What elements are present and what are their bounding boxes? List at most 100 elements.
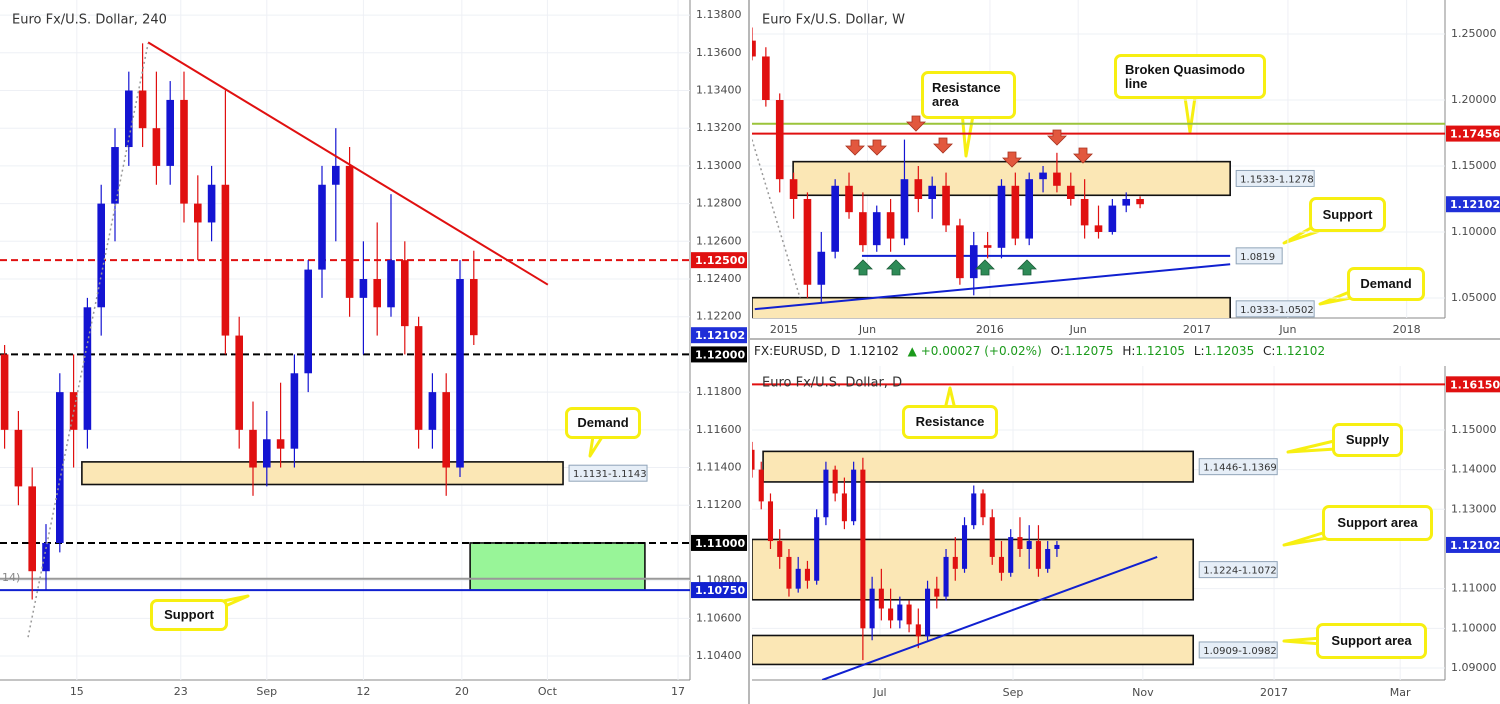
y-tick-label: 1.15000	[1451, 159, 1497, 172]
level-tag-box	[1235, 247, 1283, 265]
candle-body	[980, 493, 986, 518]
y-tick-label: 1.13000	[696, 159, 742, 172]
y-tick-label: 1.20000	[1451, 93, 1497, 106]
x-tick-label: 2018	[1393, 323, 1421, 336]
candle-body	[373, 279, 381, 308]
candle-body	[762, 56, 770, 101]
x-tick-label: 2015	[770, 323, 798, 336]
last-price-box	[1446, 196, 1500, 213]
y-tick-label: 1.10000	[1451, 225, 1497, 238]
candle-body	[1039, 172, 1047, 180]
candle-body	[900, 179, 909, 239]
level-price-label: 1.10750	[695, 584, 745, 597]
up-arrow	[975, 259, 995, 276]
x-tick-label: Nov	[1132, 686, 1154, 699]
last-price-box	[691, 327, 747, 344]
candle-body	[897, 604, 903, 621]
candle-body	[1045, 548, 1051, 569]
candle-body	[859, 212, 867, 246]
candle-body	[276, 439, 285, 449]
candle-body	[304, 269, 312, 374]
y-tick-label: 1.11800	[696, 385, 742, 398]
callout: Support area	[1322, 505, 1433, 541]
candle-body	[442, 392, 450, 468]
last-price-label: 1.12102	[695, 329, 745, 342]
down-arrow	[906, 115, 926, 132]
candle-body	[767, 501, 774, 542]
candle-body	[166, 99, 174, 166]
y-tick-label: 1.11200	[696, 498, 742, 511]
plot-area	[0, 0, 690, 680]
low: 1.12035	[1204, 344, 1255, 358]
down-arrow	[1002, 151, 1022, 168]
candle-body	[878, 588, 884, 609]
candle-body	[1025, 179, 1034, 239]
trendline	[27, 43, 149, 638]
chart-title: Euro Fx/U.S. Dollar, D	[762, 376, 902, 391]
zone-tag-box	[1235, 300, 1315, 318]
candle-body	[758, 469, 764, 502]
last-price: 1.12102	[849, 344, 899, 358]
y-tick-label: 1.13000	[1451, 502, 1497, 515]
candle-body	[1053, 172, 1061, 186]
candle-body	[1066, 185, 1075, 199]
y-tick-label: 1.11000	[1451, 582, 1497, 595]
zone-tag-box	[1235, 169, 1315, 187]
candle-body	[775, 100, 784, 180]
candle-body	[888, 608, 894, 621]
down-arrow	[933, 137, 953, 154]
trendline	[754, 263, 1231, 311]
level-price-label: 1.12000	[695, 348, 745, 361]
candle-body	[14, 429, 23, 487]
candle-body	[971, 493, 977, 526]
up-arrow	[853, 259, 873, 276]
zone	[81, 461, 564, 486]
x-tick-label: 17	[671, 685, 685, 698]
candle-body	[1035, 541, 1041, 569]
indicator-label: 14)	[2, 571, 20, 584]
candle-body	[56, 392, 64, 543]
level-price-box	[691, 534, 747, 551]
x-tick-label: Oct	[538, 685, 558, 698]
candle-body	[1080, 198, 1089, 226]
candle-body	[414, 326, 423, 430]
callout: Support	[1309, 197, 1386, 232]
y-tick-label: 1.12800	[696, 197, 742, 210]
y-tick-label: 1.13800	[696, 8, 742, 21]
y-tick-label: 1.12600	[696, 234, 742, 247]
zone-tag: 1.1533-1.1278	[1240, 174, 1314, 185]
callout: Support area	[1316, 623, 1427, 659]
y-tick-label: 1.15000	[1451, 423, 1497, 436]
open-label: O:	[1050, 344, 1064, 358]
candle-body	[777, 541, 783, 557]
candle-body	[989, 517, 995, 557]
level-price-box	[691, 346, 747, 363]
candle-body	[934, 588, 940, 597]
x-tick-label: 2017	[1260, 686, 1288, 699]
y-tick-label: 1.11400	[696, 461, 742, 474]
candle-body	[221, 184, 230, 336]
zone-tag: 1.0333-1.0502	[1240, 305, 1314, 316]
callout: Demand	[565, 407, 641, 439]
candle-body	[925, 588, 931, 637]
candle-body	[180, 99, 188, 204]
x-tick-label: 20	[455, 685, 469, 698]
plot-area	[752, 0, 1445, 318]
y-tick-label: 1.13200	[696, 121, 742, 134]
candle-body	[943, 556, 949, 597]
chart-title: Euro Fx/U.S. Dollar, W	[762, 13, 905, 28]
y-tick-label: 1.10400	[696, 649, 742, 662]
trendline	[147, 41, 549, 286]
x-tick-label: Jun	[1069, 323, 1087, 336]
zone-tag-box	[568, 464, 648, 482]
low-label: L:	[1193, 344, 1205, 358]
x-tick-label: Jun	[858, 323, 876, 336]
candle-body	[1026, 541, 1032, 549]
level-tag: 1.0819	[1240, 252, 1275, 263]
y-tick-label: 1.13400	[696, 83, 742, 96]
callout: Supply	[1332, 423, 1403, 457]
callout: Resistance area	[921, 71, 1016, 119]
callout: Support	[150, 599, 228, 631]
x-tick-label: 15	[70, 685, 84, 698]
